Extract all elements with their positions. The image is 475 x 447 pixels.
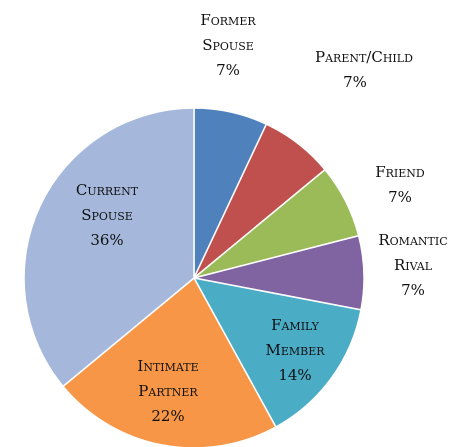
category-label: Current Spouse (75, 181, 139, 224)
value-label: 14% (278, 366, 312, 384)
category-label: Former Spouse (200, 11, 256, 54)
slice-label: Family Member 14% (250, 313, 340, 388)
value-label: 7% (401, 281, 425, 299)
category-label: Parent/Child (315, 48, 413, 66)
pie-slice (61, 276, 277, 447)
slice-label: Current Spouse 36% (62, 178, 152, 253)
value-label: 36% (90, 231, 124, 249)
slice-label: Romantic Rival 7% (363, 228, 463, 303)
category-label: Romantic Rival (378, 231, 448, 274)
slice-label: Parent/Child 7% (315, 45, 413, 95)
category-label: Intimate Partner (137, 357, 199, 400)
pie-slice (23, 107, 195, 388)
slice-label: Friend 7% (360, 160, 440, 210)
value-label: 7% (388, 188, 412, 206)
slice-label: Former Spouse 7% (183, 8, 273, 83)
pie-slice (192, 276, 362, 428)
category-label: Family Member (265, 316, 325, 359)
slice-label: Intimate Partner 22% (118, 354, 218, 429)
value-label: 22% (151, 407, 185, 425)
category-label: Friend (375, 163, 425, 181)
value-label: 7% (343, 73, 367, 91)
value-label: 7% (216, 61, 240, 79)
